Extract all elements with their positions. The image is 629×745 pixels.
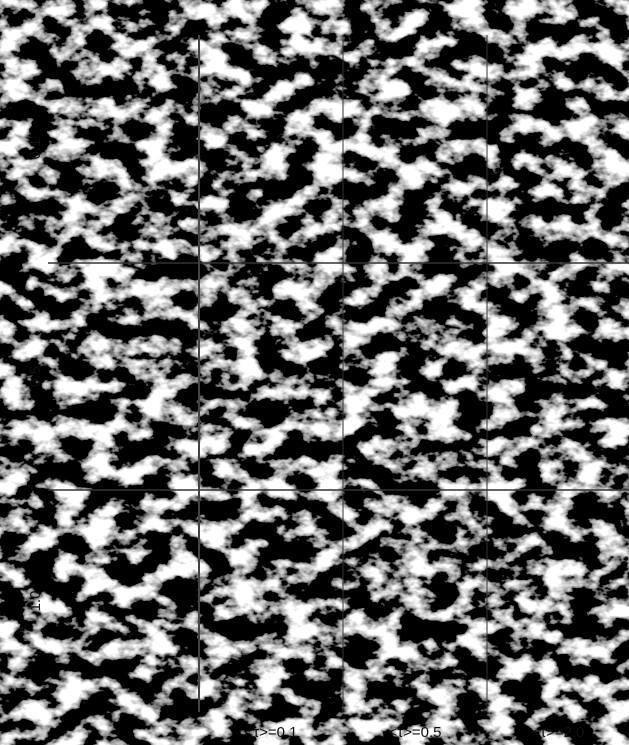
row-label: 0.1 [27, 139, 44, 160]
column-label: <τ>=0.1 [244, 724, 297, 741]
y-axis-label: <σ ln N> [5, 351, 22, 409]
image-panel [343, 35, 487, 263]
column-label: <τ>=0.5 [388, 724, 441, 741]
image-panel [487, 35, 629, 263]
row-label: 0.5 [27, 366, 44, 387]
image-panel [343, 490, 487, 712]
image-panel [343, 263, 487, 490]
image-panel [487, 263, 629, 490]
row-label: 1.0 [27, 591, 44, 612]
image-panel [199, 263, 343, 490]
image-panel [199, 35, 343, 263]
image-panel [48, 263, 193, 490]
image-panel [487, 490, 629, 712]
image-panel [48, 490, 193, 712]
column-header: transmitted light [361, 9, 468, 26]
column-header: column density [70, 9, 171, 26]
image-panel [199, 490, 343, 712]
column-label: <τ>=2.0 [531, 724, 584, 741]
image-panel [48, 35, 193, 263]
